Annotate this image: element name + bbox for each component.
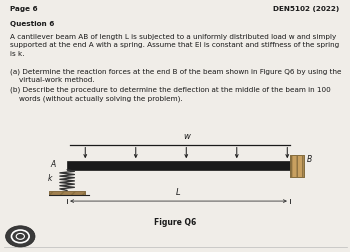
Bar: [67, 162, 290, 170]
Text: A: A: [50, 160, 56, 169]
Text: w: w: [183, 132, 190, 141]
Text: L: L: [176, 188, 181, 197]
Text: (a) Determine the reaction forces at the end B of the beam shown in Figure Q6 by: (a) Determine the reaction forces at the…: [10, 68, 342, 83]
Bar: [290, 154, 304, 177]
Text: k: k: [48, 174, 52, 183]
Bar: [290, 154, 304, 177]
Text: A cantilever beam AB of length L is subjected to a uniformly distributed load w : A cantilever beam AB of length L is subj…: [10, 34, 340, 56]
Text: DEN5102 (2022): DEN5102 (2022): [273, 6, 340, 12]
Bar: [49, 191, 85, 195]
Text: Question 6: Question 6: [10, 21, 55, 27]
Circle shape: [6, 226, 35, 247]
Text: Figure Q6: Figure Q6: [154, 218, 196, 227]
Text: B: B: [307, 155, 313, 164]
Text: (b) Describe the procedure to determine the deflection at the middle of the beam: (b) Describe the procedure to determine …: [10, 87, 331, 102]
Text: Page 6: Page 6: [10, 6, 38, 12]
Bar: [49, 191, 85, 195]
